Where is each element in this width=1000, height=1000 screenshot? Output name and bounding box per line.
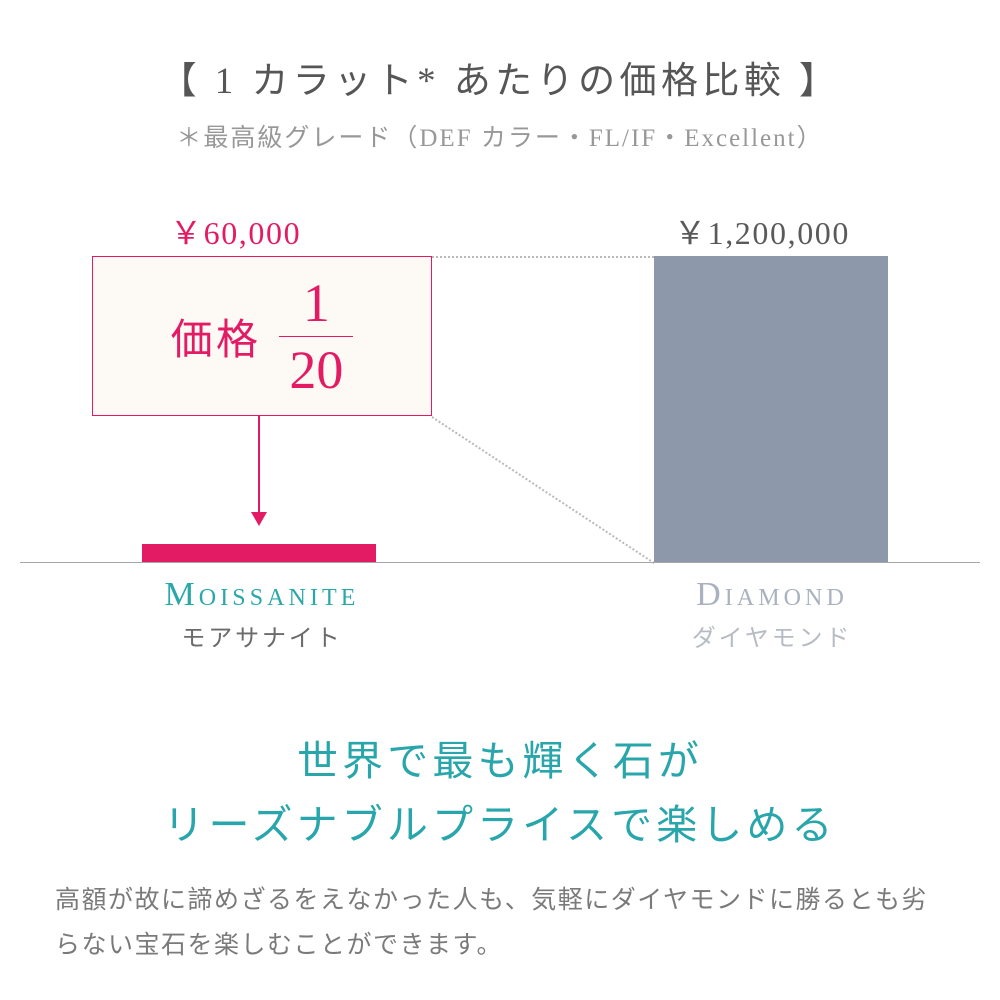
axis-jp: モアサナイト <box>112 618 412 653</box>
main-title: 【 1 カラット* あたりの価格比較 】 <box>0 50 1000 104</box>
subtitle: ＊最高級グレード（DEF カラー・FL/IF・Excellent） <box>0 118 1000 154</box>
axis-label-diamond: Diamond ダイヤモンド <box>622 576 922 653</box>
guide-line <box>431 416 654 564</box>
axis-en: Diamond <box>622 576 922 614</box>
chart-baseline <box>20 562 980 563</box>
bar-diamond <box>654 256 888 562</box>
axis-label-moissanite: Moissanite モアサナイト <box>112 576 412 653</box>
fraction-icon: 1 20 <box>279 276 353 397</box>
tagline-line2: リーズナブルプライスで楽しめる <box>163 802 836 848</box>
price-ratio-callout: 価格 1 20 <box>92 256 432 416</box>
price-comparison-chart: ￥60,000 ￥1,200,000 価格 1 20 Moissanite モア… <box>60 190 940 650</box>
axis-jp: ダイヤモンド <box>622 618 922 653</box>
tagline: 世界で最も輝く石が リーズナブルプライスで楽しめる <box>0 730 1000 857</box>
fraction-denominator: 20 <box>279 336 353 397</box>
tagline-line1: 世界で最も輝く石が <box>297 738 703 784</box>
callout-label: 価格 <box>171 306 262 367</box>
body-text: 高額が故に諦めざるをえなかった人も、気軽にダイヤモンドに勝るとも劣らない宝石を楽… <box>55 878 945 968</box>
axis-en: Moissanite <box>112 576 412 614</box>
guide-line <box>432 256 654 258</box>
arrow-down-icon <box>258 416 260 524</box>
bar-moissanite <box>142 544 376 562</box>
header: 【 1 カラット* あたりの価格比較 】 ＊最高級グレード（DEF カラー・FL… <box>0 0 1000 154</box>
price-label-moissanite: ￥60,000 <box>170 208 301 254</box>
fraction-numerator: 1 <box>285 276 348 336</box>
price-label-diamond: ￥1,200,000 <box>674 208 850 254</box>
